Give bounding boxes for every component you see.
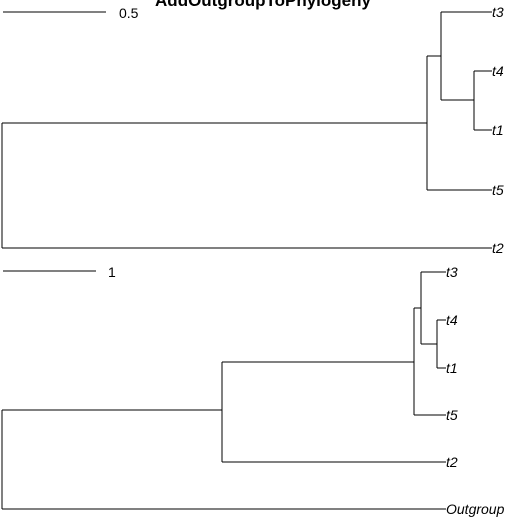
tip-label: t3 [446, 264, 458, 280]
tree-1-branches [1, 11, 492, 249]
scale-bar-label: 1 [108, 264, 116, 280]
tip-label: t4 [446, 312, 458, 328]
tree-1-tip-labels: t3 t4 t1 t5 t2 [492, 4, 504, 256]
tree-2-branches [1, 271, 446, 510]
figure-title: AddOutgroupToPhylogeny [155, 0, 371, 10]
tip-label: t1 [492, 122, 504, 138]
tip-label: t5 [492, 182, 504, 198]
tip-label: t4 [492, 63, 504, 79]
scale-bar-label: 0.5 [119, 5, 139, 21]
tip-label: Outgroup [446, 501, 505, 517]
tip-label: t1 [446, 360, 458, 376]
tip-label: t2 [492, 240, 504, 256]
tree-2-tip-labels: t3 t4 t1 t5 t2 Outgroup [446, 264, 505, 517]
tip-label: t2 [446, 454, 458, 470]
tree-2: 1 [1, 264, 505, 517]
tree-1: 0.5 t3 [1, 4, 504, 256]
tip-label: t5 [446, 407, 458, 423]
tip-label: t3 [492, 4, 504, 20]
